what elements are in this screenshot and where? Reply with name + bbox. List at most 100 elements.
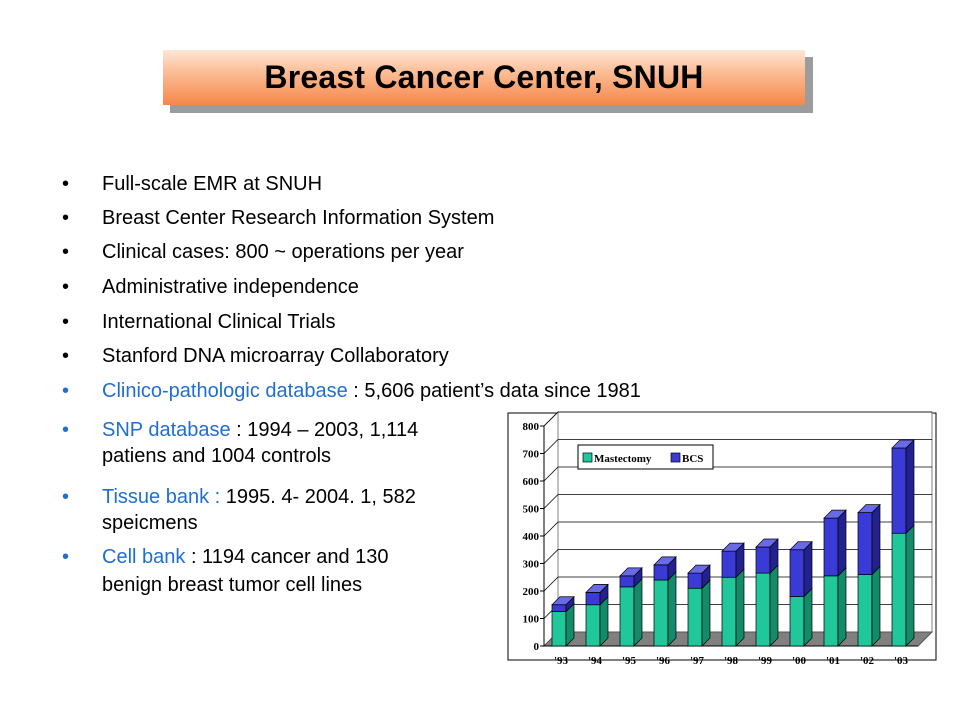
gridline-side bbox=[543, 549, 559, 564]
bullet-label: SNP database bbox=[102, 419, 231, 441]
bar-segment bbox=[687, 587, 703, 647]
bullet-text: Breast Center Research Information Syste… bbox=[102, 207, 495, 229]
bullet-text: Stanford DNA microarray Collaboratory bbox=[102, 345, 449, 367]
bar-side bbox=[599, 595, 609, 647]
y-tick-label: 300 bbox=[523, 559, 540, 571]
bullet-dot: • bbox=[62, 173, 70, 195]
y-tick-label: 400 bbox=[523, 531, 540, 543]
gridline-side bbox=[543, 576, 559, 592]
bar-segment bbox=[619, 586, 635, 647]
y-tick-label: 200 bbox=[523, 586, 540, 598]
bar-side bbox=[667, 571, 677, 647]
bar-top bbox=[891, 439, 915, 449]
bullet-text: patiens and 1004 controls bbox=[102, 445, 332, 467]
bullet-text: speicmens bbox=[102, 512, 198, 534]
legend-swatch-bcs bbox=[670, 452, 681, 463]
bar-segment bbox=[551, 604, 567, 612]
bar-side bbox=[837, 567, 847, 647]
x-tick-label: '93 bbox=[554, 655, 569, 667]
legend-box bbox=[577, 444, 714, 470]
gridline-side bbox=[543, 466, 559, 482]
bar-top bbox=[755, 538, 779, 548]
bullet-dot: • bbox=[62, 311, 70, 333]
bullet-text: 1995. 4- 2004. 1, 582 bbox=[220, 486, 416, 508]
bullet-dot: • bbox=[62, 380, 70, 402]
legend-swatch-mastectomy bbox=[582, 452, 593, 463]
x-tick-label: '99 bbox=[758, 655, 773, 667]
bar-segment bbox=[823, 517, 839, 577]
bar-segment bbox=[755, 546, 771, 574]
y-tick-label: 0 bbox=[534, 641, 540, 653]
bar-top bbox=[789, 541, 813, 551]
x-tick-label: '00 bbox=[792, 655, 807, 667]
bar-segment bbox=[891, 532, 907, 647]
bar-top bbox=[687, 564, 711, 574]
bullet-dot: • bbox=[62, 419, 70, 441]
y-tick-label: 800 bbox=[523, 421, 540, 433]
bullet-text: benign breast tumor cell lines bbox=[102, 574, 363, 596]
bar-top bbox=[823, 509, 847, 519]
bar-top bbox=[585, 584, 609, 593]
bullet-text: Clinical cases: 800 ~ operations per yea… bbox=[102, 241, 464, 263]
bar-segment bbox=[789, 596, 805, 647]
y-tick-label: 500 bbox=[523, 504, 540, 516]
y-tick-label: 100 bbox=[523, 614, 540, 626]
bar-segment bbox=[619, 575, 635, 588]
bar-side bbox=[871, 565, 881, 647]
x-tick-label: '02 bbox=[860, 655, 875, 667]
gridline-side bbox=[543, 494, 559, 509]
slide-title: Breast Cancer Center, SNUH bbox=[264, 59, 704, 95]
gridline-side bbox=[543, 411, 559, 427]
bar-segment bbox=[721, 550, 737, 578]
bullet-label: Cell bank bbox=[102, 546, 186, 568]
bar-segment bbox=[687, 572, 703, 589]
x-tick-label: '97 bbox=[690, 655, 705, 667]
x-tick-label: '96 bbox=[656, 655, 671, 667]
bullet-dot: • bbox=[62, 486, 70, 508]
bar-top bbox=[619, 567, 643, 577]
x-tick-label: '98 bbox=[724, 655, 739, 667]
x-tick-label: '94 bbox=[588, 655, 603, 667]
bullet-text: : 1194 cancer and 130 bbox=[185, 546, 389, 568]
legend-label-mastectomy: Mastectomy bbox=[594, 453, 652, 465]
bar-top bbox=[551, 596, 575, 606]
gridline-side bbox=[543, 439, 559, 454]
bar-side bbox=[701, 579, 711, 647]
bar-segment bbox=[653, 579, 669, 647]
bullet-dot: • bbox=[62, 241, 70, 263]
x-tick-label: '03 bbox=[894, 655, 909, 667]
bar-top bbox=[721, 542, 745, 552]
bullet-dot: • bbox=[62, 276, 70, 298]
y-tick-label: 700 bbox=[523, 449, 540, 461]
bullet-text: International Clinical Trials bbox=[102, 311, 336, 333]
bar-segment bbox=[857, 574, 873, 647]
bar-segment bbox=[585, 592, 601, 606]
bar-side bbox=[905, 524, 915, 647]
bar-segment bbox=[823, 575, 839, 647]
bar-segment bbox=[585, 604, 601, 647]
bar-side bbox=[803, 587, 813, 647]
bar-segment bbox=[755, 572, 771, 647]
bullet-label: Tissue bank : bbox=[102, 486, 221, 508]
bar-segment bbox=[857, 512, 873, 575]
bar-segment bbox=[551, 611, 567, 647]
bar-segment bbox=[721, 576, 737, 647]
title-box: Breast Cancer Center, SNUH bbox=[163, 50, 805, 105]
bar-segment bbox=[653, 564, 669, 581]
stacked-bar-chart: 0 100 200 300 400 500 600 700 800 '93 '94 '95 '96 '97… bbox=[507, 410, 937, 667]
bullet-dot: • bbox=[62, 207, 70, 229]
bullet-text: Full-scale EMR at SNUH bbox=[102, 173, 323, 195]
y-tick-label: 600 bbox=[523, 476, 540, 488]
bar-segment bbox=[891, 447, 907, 534]
bar-segment bbox=[789, 549, 805, 597]
bar-side bbox=[633, 578, 643, 647]
bullet-label: Clinico-pathologic database bbox=[102, 380, 348, 402]
x-tick-label: '01 bbox=[826, 655, 840, 667]
bullet-text: : 5,606 patient’s data since 1981 bbox=[347, 380, 641, 402]
x-tick-label: '95 bbox=[622, 655, 637, 667]
bar-side bbox=[905, 439, 915, 535]
bar-side bbox=[871, 503, 881, 576]
bar-side bbox=[769, 564, 779, 647]
bullet-dot: • bbox=[62, 546, 70, 568]
